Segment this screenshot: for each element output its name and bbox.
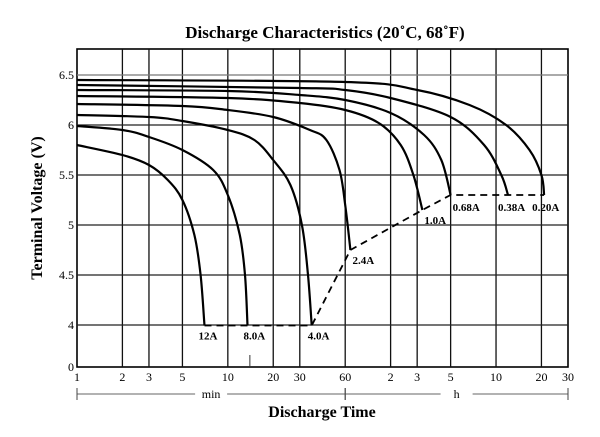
x-tick-label: 30: [294, 370, 306, 384]
x-tick-label: 3: [146, 370, 152, 384]
discharge-curve-8_0A: [76, 124, 249, 326]
discharge-curve-0_68A: [76, 88, 452, 196]
cutoff-voltage-line: [204, 194, 545, 327]
y-tick-labels: 0 4 4.5 5 5.5 6 6.5: [59, 68, 74, 374]
x-axis-label: Discharge Time: [268, 404, 375, 421]
discharge-curve-0_20A: [76, 78, 546, 196]
curve-label-0_38A: 0.38A: [498, 202, 525, 214]
x-tick-label: 5: [448, 370, 454, 384]
x-tick-label: 10: [490, 370, 502, 384]
y-tick-label: 4: [68, 318, 74, 332]
curve-label-12A: 12A: [198, 331, 217, 343]
discharge-curve-12A: [76, 143, 206, 326]
x-tick-label: 60: [339, 370, 351, 384]
chart-title: Discharge Characteristics (20˚C, 68˚F): [185, 23, 464, 42]
y-tick-label: 6.5: [59, 68, 74, 82]
curve-label-0_68A: 0.68A: [453, 202, 480, 214]
curve-labels: 12A 8.0A 4.0A 2.4A 1.0A 0.68A 0.38A 0.20A: [198, 202, 559, 343]
curve-label-8_0A: 8.0A: [243, 331, 265, 343]
y-tick-label: 5.5: [59, 168, 74, 182]
x-tick-label: 20: [535, 370, 547, 384]
x-tick-label: 2: [388, 370, 394, 384]
discharge-curve-0_38A: [76, 83, 510, 196]
discharge-curve-1_0A: [76, 94, 424, 211]
discharge-curve-2_4A: [76, 102, 352, 251]
y-tick-label: 0: [68, 360, 74, 374]
x-tick-label: 10: [222, 370, 234, 384]
curve-label-4_0A: 4.0A: [308, 331, 330, 343]
x-tick-label: 5: [179, 370, 185, 384]
curves: [76, 78, 546, 327]
x-tick-label: 20: [267, 370, 279, 384]
x-tick-labels: 1 2 3 5 10 20 30 60 2 3 5 10 20 30: [74, 370, 574, 384]
plot-frame: [76, 48, 569, 368]
x-tick-label: 30: [562, 370, 574, 384]
curve-label-1_0A: 1.0A: [424, 215, 446, 227]
x-tick-label: 3: [414, 370, 420, 384]
x-tick-label: 1: [74, 370, 80, 384]
unit-range-label-h: h: [454, 387, 460, 401]
discharge-curve-4_0A: [76, 113, 313, 326]
x-tick-label: 2: [119, 370, 125, 384]
y-tick-label: 6: [68, 118, 74, 132]
y-tick-label: 4.5: [59, 268, 74, 282]
grid: [76, 48, 569, 368]
y-axis-label: Terminal Voltage (V): [29, 136, 46, 279]
y-tick-label: 5: [68, 218, 74, 232]
unit-range-label-min: min: [202, 387, 221, 401]
x-unit-ranges: min h: [76, 387, 569, 401]
curve-label-0_20A: 0.20A: [532, 202, 559, 214]
curve-label-2_4A: 2.4A: [352, 255, 374, 267]
